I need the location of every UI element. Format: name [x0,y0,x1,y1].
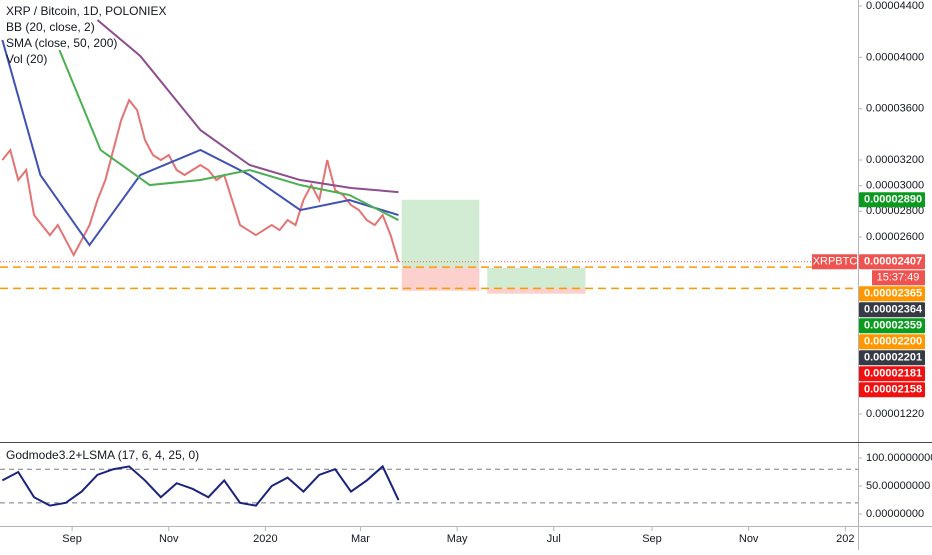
price-tag [859,286,925,302]
price-tag [859,382,925,398]
y-tick-label: 0.00000000 [866,508,924,520]
x-tick-label: Mar [351,533,370,545]
price-tag-label: 0.00002158 [864,384,922,396]
y-tick-label: 50.00000000 [866,480,930,492]
y-tick-label: 0.00004400 [866,0,924,12]
y-tick-label: 0.00002800 [866,205,924,217]
price-tag [859,334,925,350]
x-tick-label: 2020 [253,533,277,545]
y-tick-label: 0.00002600 [866,231,924,243]
countdown-label: 15:37:49 [877,272,920,284]
series-line [1,39,399,247]
price-tag-label: 0.00002181 [864,368,922,380]
price-tag-label: 0.00002359 [864,320,922,332]
price-tag [859,350,925,366]
x-tick-label: Nov [739,533,759,545]
y-tick-label: 100.00000000 [866,452,932,464]
loss-zone [487,288,586,294]
y-tick-label: 0.00003200 [866,154,924,166]
plot-layer [0,5,862,531]
y-tick-label: 0.00003000 [866,180,924,192]
x-tick-label: Nov [159,533,179,545]
series-line [1,464,400,507]
price-tag-label: 0.00002890 [864,194,922,206]
price-tag [859,254,925,270]
x-tick-label: May [447,533,468,545]
price-tag-label: 0.00002365 [864,288,922,300]
y-tick-label: 0.00004000 [866,51,924,63]
chart-title: XRP / Bitcoin, 1D, POLONIEX [6,4,167,18]
price-tag-label: 0.00002201 [864,352,922,364]
symbol-tag-label: XRPBTC [813,256,858,268]
y-tick-label: 0.00003600 [866,103,924,115]
profit-zone [487,267,586,289]
loss-zone [401,267,480,291]
price-tag [859,192,925,208]
countdown-tag [872,270,925,286]
price-tag-label: 0.00002364 [864,304,923,316]
price-tag-label: 0.00002200 [864,336,922,348]
legend-entry: SMA (close, 50, 200) [6,36,117,50]
series-line [1,98,400,263]
series-line [96,19,399,194]
oscillator-title: Godmode3.2+LSMA (17, 6, 4, 25, 0) [6,448,199,462]
profit-zone [401,199,480,268]
x-tick-label: Jul [547,533,561,545]
legend-entry: Vol (20) [6,52,47,66]
legend-entry: BB (20, close, 2) [6,20,95,34]
x-tick-label: 202 [836,533,854,545]
x-tick-label: Sep [62,533,82,545]
price-tag-label: 0.00002407 [864,256,922,268]
price-tag [859,318,925,334]
price-tag [859,302,925,318]
series-line [58,49,399,221]
y-tick-label: 0.00001220 [866,408,924,420]
x-tick-label: Sep [642,533,662,545]
price-tag [859,366,925,382]
symbol-tag [812,254,857,270]
